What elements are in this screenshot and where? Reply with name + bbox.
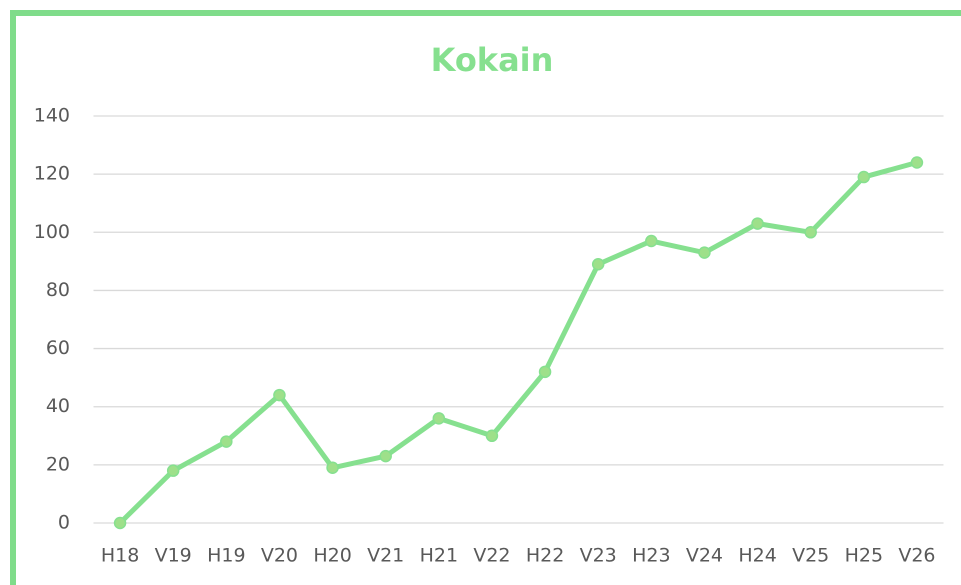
y-tick-label: 20 [46,453,70,475]
y-tick-label: 140 [34,105,70,127]
x-tick-label: H22 [526,545,564,567]
x-tick-label: V22 [473,545,510,567]
x-tick-label: H23 [632,545,670,567]
data-point [220,435,233,448]
data-point [751,217,764,230]
x-tick-label: H19 [207,545,245,567]
data-point [326,461,339,475]
x-tick-label: H18 [101,545,139,567]
x-tick-label: V23 [580,545,617,567]
x-tick-label: H21 [420,545,458,567]
series-line [118,160,918,525]
data-point [538,365,552,379]
data-point [379,449,392,463]
data-point [485,429,499,443]
y-tick-label: 60 [46,337,70,359]
data-point [804,226,817,239]
data-point [857,170,871,184]
x-tick-label: V20 [261,545,298,567]
y-tick-label: 100 [34,221,70,243]
y-tick-label: 80 [46,279,70,301]
data-point [273,388,286,402]
chart-title: Kokain [431,41,554,79]
x-tick-label: V21 [367,545,404,567]
y-tick-label: 40 [46,395,70,417]
x-tick-label: V19 [155,545,192,567]
data-point [166,464,180,477]
frame-border [10,10,961,585]
data-point [698,246,711,259]
data-point [910,156,924,169]
x-tick-label: H25 [845,545,883,567]
y-tick-label: 120 [34,163,70,185]
data-point [591,258,605,271]
data-point [645,234,658,248]
y-tick-label: 0 [58,512,70,534]
x-tick-label: V26 [898,545,935,567]
x-tick-label: H24 [738,545,776,567]
data-point [432,412,446,425]
x-tick-label: V24 [686,545,723,567]
data-point [113,516,127,530]
x-tick-label: V25 [792,545,829,567]
x-tick-label: H20 [313,545,351,567]
